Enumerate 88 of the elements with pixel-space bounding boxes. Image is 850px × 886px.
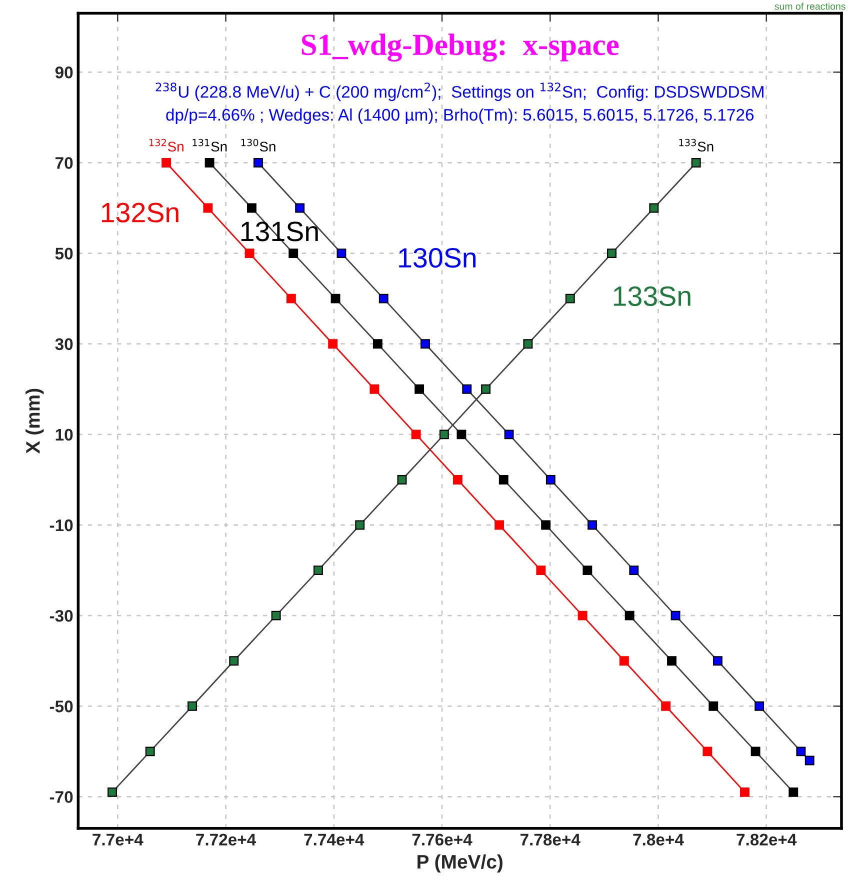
y-tick-label: 70	[56, 157, 73, 169]
point	[162, 158, 172, 168]
point	[667, 656, 676, 666]
point	[188, 701, 197, 711]
point	[536, 566, 546, 576]
point	[203, 203, 213, 213]
annotation: $^{133}$Sn	[679, 138, 714, 152]
text: $^{238}$U (228.8 MeV/u) + C (200 mg/cm$^{2}$); Settings on $^{132}$Sn; Config: DSDSWDDSM dp/p=4.66% ; Wedges: Al (1400 µm); Brho(Tm): 5.6015, 5.6015, 5.1726, 5.1726	[156, 82, 764, 124]
y-tick-label: -70	[50, 791, 73, 803]
x-axis-title: P (MeV/c)	[418, 854, 502, 872]
point	[286, 294, 296, 304]
x-tick-label: 7.78e+4	[520, 834, 580, 846]
x-tick-label: 7.72e+4	[196, 834, 256, 846]
point	[546, 475, 556, 484]
point	[295, 203, 305, 213]
point	[624, 610, 634, 620]
point	[462, 384, 472, 394]
point	[661, 701, 671, 711]
point	[712, 656, 722, 666]
point	[565, 294, 575, 304]
y-tick-label: -30	[50, 610, 73, 622]
point	[247, 203, 256, 213]
annotation: $^{130}$Sn	[241, 138, 276, 152]
y-tick-label: 90	[55, 66, 73, 78]
point	[796, 746, 806, 756]
y-axis-title: X (mm)	[26, 388, 44, 454]
point	[607, 248, 616, 258]
point	[619, 656, 629, 666]
text: S1_wdg-Debug: x-space	[302, 34, 619, 62]
series-label: 132Sn	[102, 202, 178, 222]
point	[244, 248, 254, 258]
point	[355, 520, 365, 530]
point	[288, 248, 298, 258]
point	[378, 294, 388, 304]
y-tick-label: -10	[50, 519, 73, 532]
point	[330, 294, 340, 304]
point	[498, 475, 508, 484]
point	[740, 787, 750, 797]
point	[649, 203, 659, 213]
point	[411, 430, 421, 440]
point	[750, 746, 760, 756]
x-tick-label: 7.82e+4	[736, 834, 797, 846]
annotation: $^{131}$Sn	[192, 138, 227, 152]
point	[804, 756, 814, 766]
x-tick-label: 7.8e+4	[633, 834, 684, 846]
point	[397, 475, 407, 484]
point	[481, 384, 491, 394]
point	[229, 656, 239, 666]
point	[439, 430, 449, 440]
y-tick-label: 10	[56, 428, 73, 441]
point	[582, 566, 592, 576]
y-tick-label: -50	[50, 700, 73, 712]
point	[708, 701, 718, 711]
point	[145, 746, 155, 756]
text: sum of reactions	[774, 2, 846, 10]
point	[523, 339, 533, 349]
x-tick-label: 7.7e+4	[92, 834, 144, 846]
point	[271, 610, 281, 620]
point	[313, 566, 323, 576]
point	[578, 610, 588, 620]
point	[541, 520, 551, 530]
point	[702, 746, 712, 756]
point	[452, 475, 462, 484]
annotation: $^{132}$Sn	[149, 138, 184, 152]
point	[629, 566, 639, 576]
y-tick-label: 50	[55, 248, 73, 260]
point	[754, 701, 764, 711]
point	[253, 158, 263, 168]
point	[494, 520, 504, 530]
point	[670, 610, 680, 620]
point	[504, 430, 514, 440]
x-tick-label: 7.74e+4	[304, 834, 364, 846]
point	[372, 339, 382, 349]
series-label: 130Sn	[399, 248, 476, 268]
point	[420, 339, 430, 349]
point	[336, 248, 346, 258]
point	[788, 787, 798, 797]
point	[204, 158, 214, 168]
point	[414, 384, 424, 394]
point	[370, 384, 380, 394]
point	[456, 430, 466, 440]
point	[588, 520, 598, 530]
x-tick-label: 7.76e+4	[412, 834, 472, 846]
point	[108, 787, 117, 797]
point	[691, 158, 701, 168]
point	[328, 339, 338, 349]
series-label: 133Sn	[614, 286, 690, 306]
y-tick-label: 30	[55, 338, 73, 350]
